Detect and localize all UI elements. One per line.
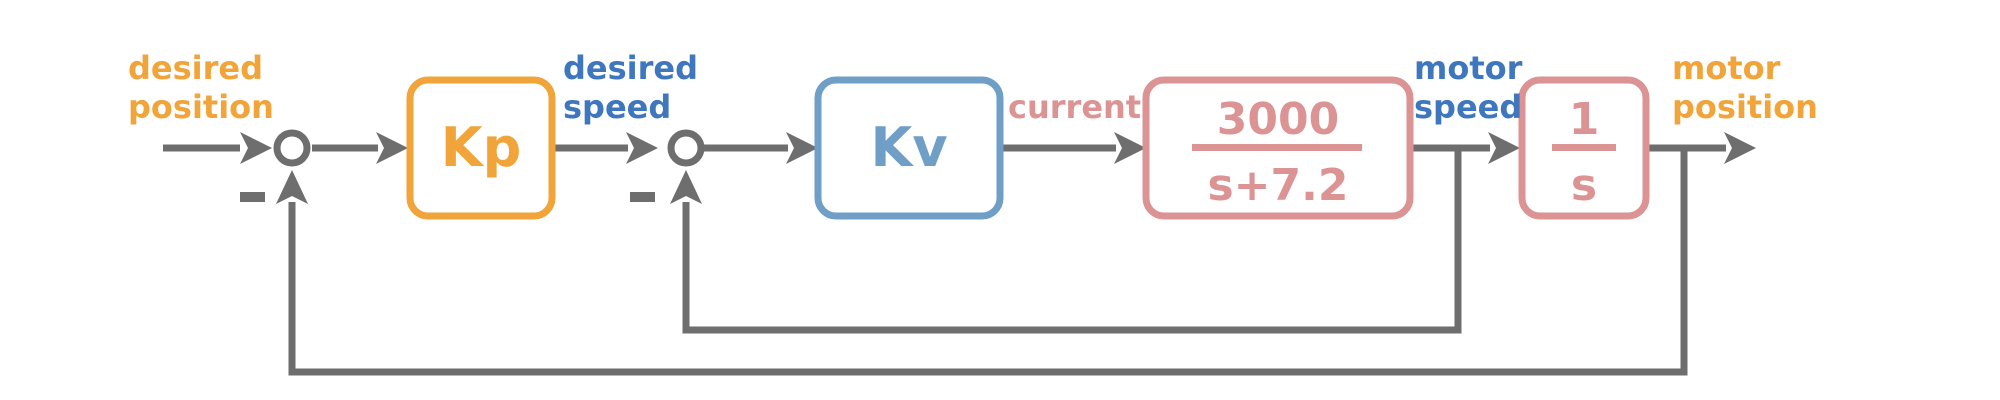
motor-fraction-bar — [1192, 144, 1362, 151]
arrow-sum2 — [626, 132, 658, 164]
current-label: current — [1008, 88, 1141, 126]
arrow-output — [1724, 132, 1756, 164]
arrow-input — [240, 132, 272, 164]
motor-speed-label-line2: speed — [1414, 88, 1522, 126]
arrow-kp — [376, 132, 408, 164]
desired-speed-label-line2: speed — [563, 88, 671, 126]
motor-denominator: s+7.2 — [1207, 160, 1348, 211]
desired-position-label-line2: position — [128, 88, 274, 126]
desired-speed-label-line1: desired — [563, 49, 698, 87]
integrator-denominator: s — [1571, 160, 1597, 211]
kp-block — [406, 76, 556, 220]
summing-junction-speed — [667, 129, 705, 167]
arrow-kv — [786, 132, 818, 164]
desired-position-label-line1: desired — [128, 49, 263, 87]
arrow-speed-feedback — [670, 170, 702, 204]
kv-block — [814, 76, 1004, 220]
minus-sign-position — [240, 192, 265, 202]
integrator-numerator: 1 — [1569, 94, 1600, 145]
motor-numerator: 3000 — [1217, 94, 1339, 145]
motor-position-label-line1: motor — [1672, 49, 1781, 87]
arrow-motor — [1114, 132, 1146, 164]
minus-sign-speed — [630, 192, 655, 202]
wire-speed-feedback — [682, 148, 1462, 334]
arrow-position-feedback — [276, 170, 308, 204]
arrow-integrator — [1488, 132, 1520, 164]
summing-junction-position — [273, 129, 311, 167]
integrator-fraction-bar — [1552, 144, 1616, 151]
wire-position-feedback — [288, 148, 1688, 376]
kp-label: Kp — [441, 116, 522, 179]
motor-position-label-line2: position — [1672, 88, 1818, 126]
motor-speed-label-line1: motor — [1414, 49, 1523, 87]
kv-label: Kv — [870, 116, 947, 179]
